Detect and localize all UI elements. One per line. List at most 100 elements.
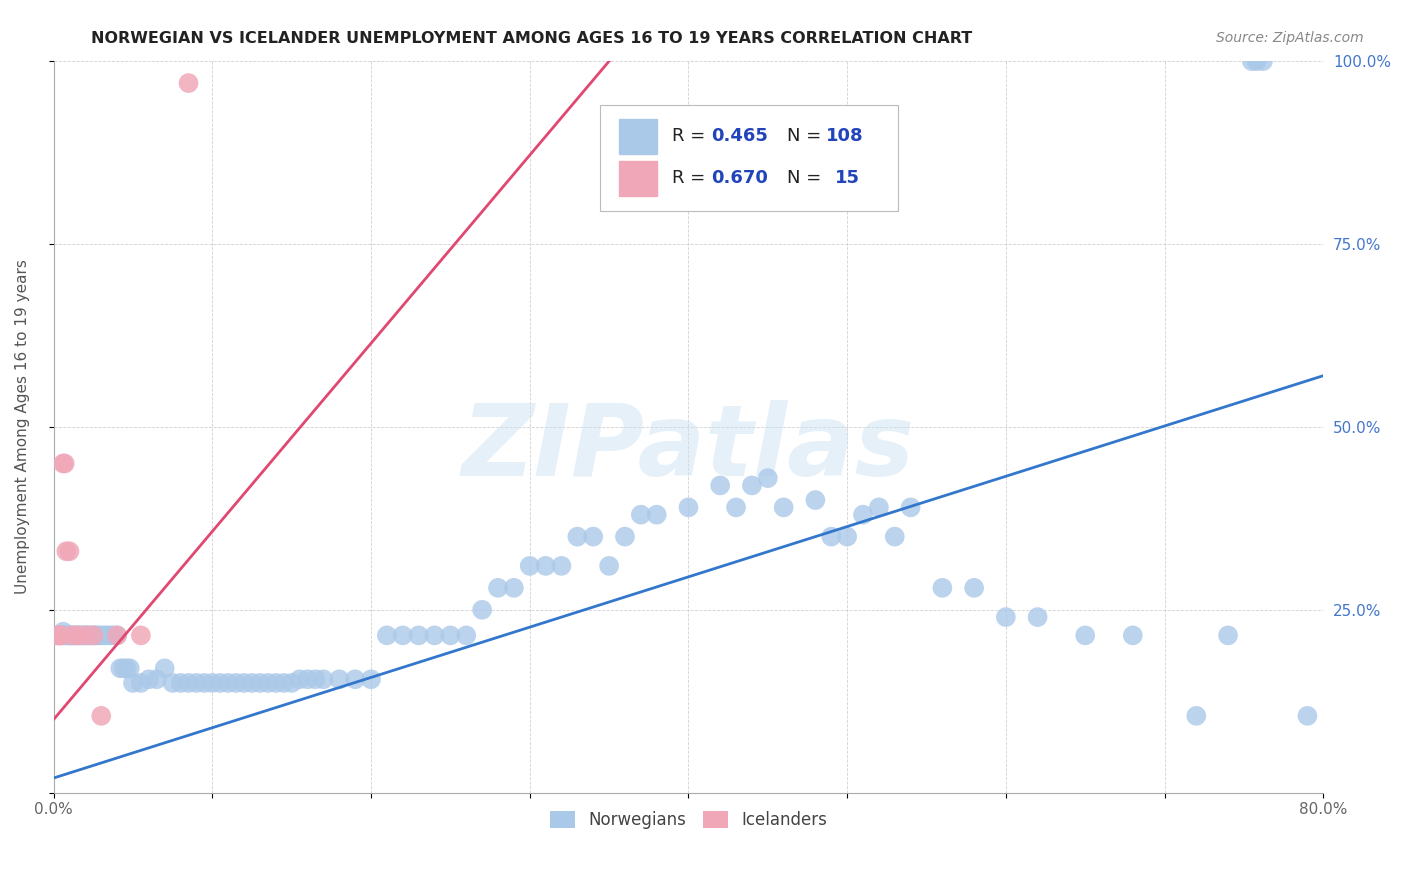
- Point: [645, 508, 668, 522]
- Legend: Norwegians, Icelanders: Norwegians, Icelanders: [543, 804, 834, 836]
- Point: [45, 628, 67, 642]
- Point: [105, 628, 128, 642]
- Point: [225, 676, 247, 690]
- Point: [931, 581, 953, 595]
- Point: [115, 661, 138, 675]
- Point: [90, 709, 112, 723]
- Point: [69, 628, 91, 642]
- Bar: [619, 119, 657, 154]
- Point: [86, 628, 108, 642]
- Point: [456, 628, 478, 642]
- Point: [375, 628, 398, 642]
- Point: [550, 558, 572, 573]
- Point: [70, 628, 93, 642]
- Point: [58, 628, 80, 642]
- Point: [900, 500, 922, 515]
- Point: [344, 673, 367, 687]
- Point: [820, 530, 842, 544]
- Point: [868, 500, 890, 515]
- Point: [567, 530, 589, 544]
- Point: [994, 610, 1017, 624]
- Point: [678, 500, 700, 515]
- Text: 108: 108: [825, 128, 863, 145]
- Point: [90, 628, 112, 642]
- Point: [129, 676, 152, 690]
- Point: [66, 628, 89, 642]
- Point: [56, 628, 79, 642]
- Point: [105, 628, 128, 642]
- Text: R =: R =: [672, 128, 711, 145]
- Point: [93, 628, 115, 642]
- Point: [53, 628, 76, 642]
- Point: [186, 676, 208, 690]
- Text: N =: N =: [787, 169, 821, 187]
- Point: [486, 581, 509, 595]
- Text: Source: ZipAtlas.com: Source: ZipAtlas.com: [1216, 31, 1364, 45]
- Point: [177, 76, 200, 90]
- Point: [233, 676, 256, 690]
- Point: [110, 661, 132, 675]
- Text: N =: N =: [787, 128, 821, 145]
- Text: 15: 15: [834, 169, 859, 187]
- Point: [288, 673, 311, 687]
- Point: [58, 628, 80, 642]
- Point: [1074, 628, 1097, 642]
- Point: [725, 500, 748, 515]
- Point: [112, 661, 135, 675]
- Text: NORWEGIAN VS ICELANDER UNEMPLOYMENT AMONG AGES 16 TO 19 YEARS CORRELATION CHART: NORWEGIAN VS ICELANDER UNEMPLOYMENT AMON…: [91, 31, 973, 46]
- Point: [82, 628, 104, 642]
- Point: [76, 628, 98, 642]
- Point: [1246, 54, 1268, 69]
- Bar: [619, 161, 657, 195]
- Point: [217, 676, 239, 690]
- Text: R =: R =: [672, 169, 711, 187]
- Point: [80, 628, 103, 642]
- Point: [48, 628, 70, 642]
- Point: [65, 628, 87, 642]
- Point: [756, 471, 779, 485]
- Point: [328, 673, 350, 687]
- Point: [62, 628, 84, 642]
- Point: [471, 603, 494, 617]
- Point: [66, 628, 89, 642]
- Point: [1122, 628, 1144, 642]
- Point: [391, 628, 413, 642]
- Point: [122, 676, 145, 690]
- Point: [630, 508, 652, 522]
- Point: [534, 558, 557, 573]
- Point: [48, 628, 70, 642]
- Point: [87, 628, 110, 642]
- Point: [582, 530, 605, 544]
- Point: [297, 673, 319, 687]
- FancyBboxPatch shape: [599, 105, 898, 211]
- Point: [52, 624, 75, 639]
- Point: [240, 676, 263, 690]
- Point: [741, 478, 763, 492]
- Point: [153, 661, 176, 675]
- Point: [60, 628, 83, 642]
- Point: [613, 530, 636, 544]
- Point: [852, 508, 875, 522]
- Point: [75, 628, 97, 642]
- Point: [52, 457, 75, 471]
- Point: [963, 581, 986, 595]
- Point: [280, 676, 302, 690]
- Point: [177, 676, 200, 690]
- Point: [75, 628, 97, 642]
- Point: [772, 500, 794, 515]
- Point: [439, 628, 461, 642]
- Point: [257, 676, 280, 690]
- Point: [193, 676, 215, 690]
- Text: 0.670: 0.670: [711, 169, 768, 187]
- Point: [62, 628, 84, 642]
- Point: [51, 628, 73, 642]
- Point: [264, 676, 287, 690]
- Point: [709, 478, 731, 492]
- Text: 0.465: 0.465: [711, 128, 768, 145]
- Point: [423, 628, 446, 642]
- Point: [408, 628, 430, 642]
- Text: ZIPatlas: ZIPatlas: [463, 401, 915, 498]
- Point: [146, 673, 169, 687]
- Point: [73, 628, 96, 642]
- Point: [53, 457, 76, 471]
